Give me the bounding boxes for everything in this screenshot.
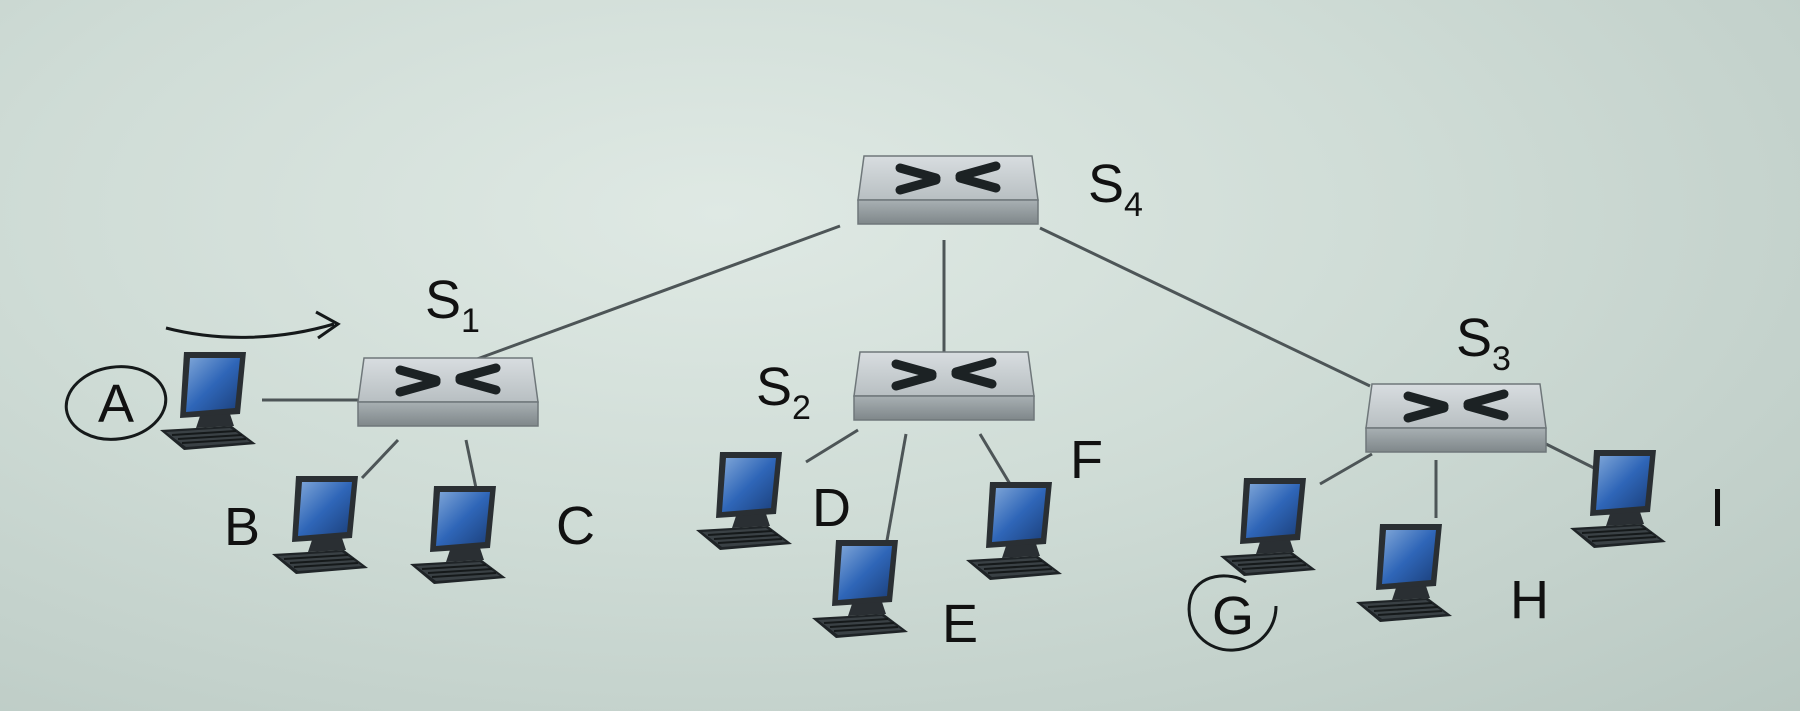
- handwritten-annotations: [64, 310, 1278, 652]
- computer-icon: [159, 351, 257, 451]
- link-s2-d: [805, 428, 859, 464]
- computer-icon: [1355, 523, 1453, 623]
- host-a: A: [98, 351, 257, 451]
- switch-s1: S1: [358, 270, 538, 426]
- computer-icon: [811, 539, 909, 639]
- switch-s3-label: S3: [1456, 308, 1511, 378]
- switch-s4-label: S4: [1088, 154, 1143, 224]
- link-s1-c: [464, 439, 478, 489]
- switch-s2-label: S2: [756, 357, 811, 427]
- host-c: C: [409, 485, 595, 585]
- switch-s3: S3: [1366, 308, 1546, 452]
- host-b: B: [224, 475, 369, 575]
- circle-around-a-annotation: [64, 365, 168, 441]
- link-s1-b: [360, 438, 400, 480]
- computer-icon: [271, 475, 369, 575]
- host-h: H: [1355, 523, 1549, 630]
- host-d: D: [695, 451, 851, 551]
- computer-icon: [1219, 477, 1317, 577]
- curved-arrow-annotation: [165, 322, 335, 339]
- links: [262, 224, 1599, 547]
- link-s4-s3: [1039, 226, 1371, 388]
- switch-s2: S2: [756, 352, 1034, 427]
- host-e: E: [811, 539, 978, 654]
- link-s2-e: [884, 433, 908, 547]
- arrowhead-annotation: [315, 310, 341, 340]
- host-f-label: F: [1070, 430, 1103, 490]
- host-h-label: H: [1510, 570, 1549, 630]
- link-s4-s1: [457, 224, 841, 368]
- link-s3-i: [1541, 440, 1599, 472]
- computer-icon: [695, 451, 793, 551]
- host-b-label: B: [224, 497, 260, 557]
- host-d-label: D: [812, 478, 851, 538]
- circle-around-g-annotation: [1187, 574, 1278, 652]
- host-i-label: I: [1710, 478, 1725, 538]
- computer-icon: [965, 481, 1063, 581]
- host-e-label: E: [942, 594, 978, 654]
- host-a-label: A: [98, 374, 134, 434]
- link-s3-g: [1319, 452, 1373, 486]
- host-f: F: [965, 430, 1103, 581]
- host-g: G: [1212, 477, 1317, 646]
- link-s2-f: [978, 433, 1012, 485]
- host-i: I: [1569, 449, 1725, 549]
- host-c-label: C: [556, 496, 595, 556]
- computer-icon: [409, 485, 507, 585]
- host-g-label: G: [1212, 586, 1254, 646]
- switch-s4: S4: [858, 154, 1143, 224]
- switch-s1-label: S1: [425, 270, 480, 340]
